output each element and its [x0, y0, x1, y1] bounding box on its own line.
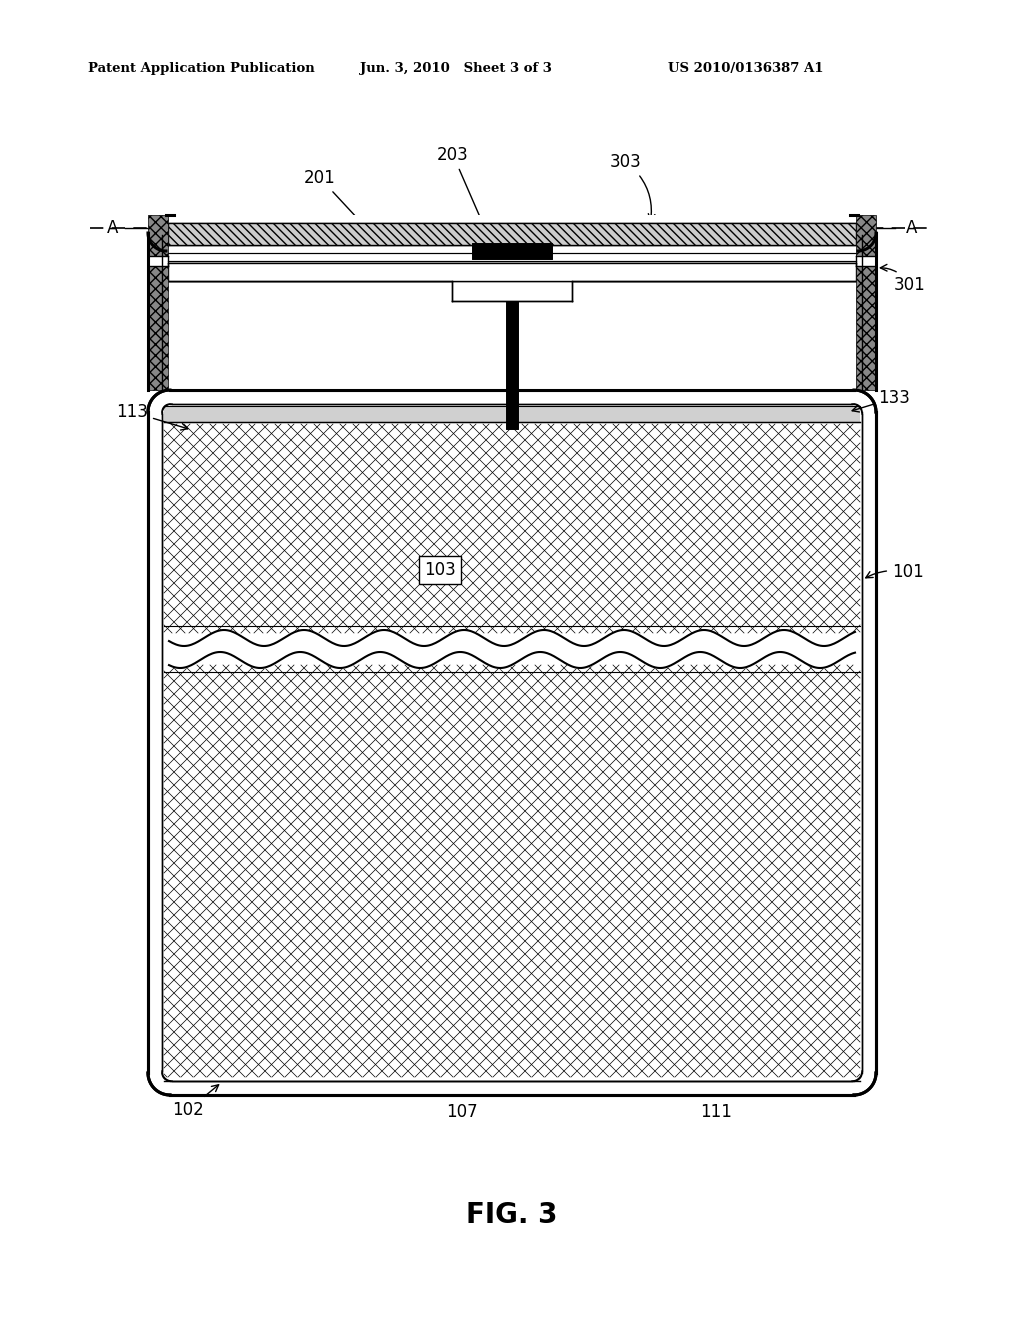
Bar	[472, 243, 552, 259]
Bar	[164, 407, 860, 422]
Text: 201: 201	[304, 169, 382, 244]
Text: 107: 107	[446, 1104, 478, 1121]
Bar	[168, 223, 856, 246]
Text: 115: 115	[542, 305, 573, 334]
Bar	[164, 424, 860, 634]
Bar	[168, 263, 856, 281]
Bar	[168, 223, 856, 246]
Bar	[856, 215, 876, 256]
Text: 301: 301	[881, 264, 926, 294]
Text: 303: 303	[610, 153, 655, 220]
Text: 116: 116	[460, 317, 507, 350]
Bar	[506, 301, 518, 429]
Bar	[148, 215, 168, 256]
Text: 133: 133	[852, 389, 910, 412]
Text: Patent Application Publication: Patent Application Publication	[88, 62, 314, 75]
Text: 111: 111	[700, 1104, 732, 1121]
Text: A: A	[906, 219, 918, 238]
Text: Jun. 3, 2010   Sheet 3 of 3: Jun. 3, 2010 Sheet 3 of 3	[360, 62, 552, 75]
Text: 203: 203	[437, 147, 488, 236]
Bar	[856, 267, 876, 389]
Text: 102: 102	[172, 1085, 219, 1119]
Text: FIG. 3: FIG. 3	[466, 1201, 558, 1229]
Text: 113: 113	[116, 403, 187, 430]
Text: 103: 103	[424, 561, 456, 579]
Bar	[164, 665, 860, 1077]
Bar	[148, 267, 168, 389]
Text: 101: 101	[865, 564, 924, 581]
Bar	[506, 301, 518, 429]
Text: US 2010/0136387 A1: US 2010/0136387 A1	[668, 62, 823, 75]
Bar	[166, 215, 858, 389]
Text: 109: 109	[304, 323, 501, 362]
Bar	[472, 243, 552, 259]
Text: A: A	[106, 219, 118, 238]
